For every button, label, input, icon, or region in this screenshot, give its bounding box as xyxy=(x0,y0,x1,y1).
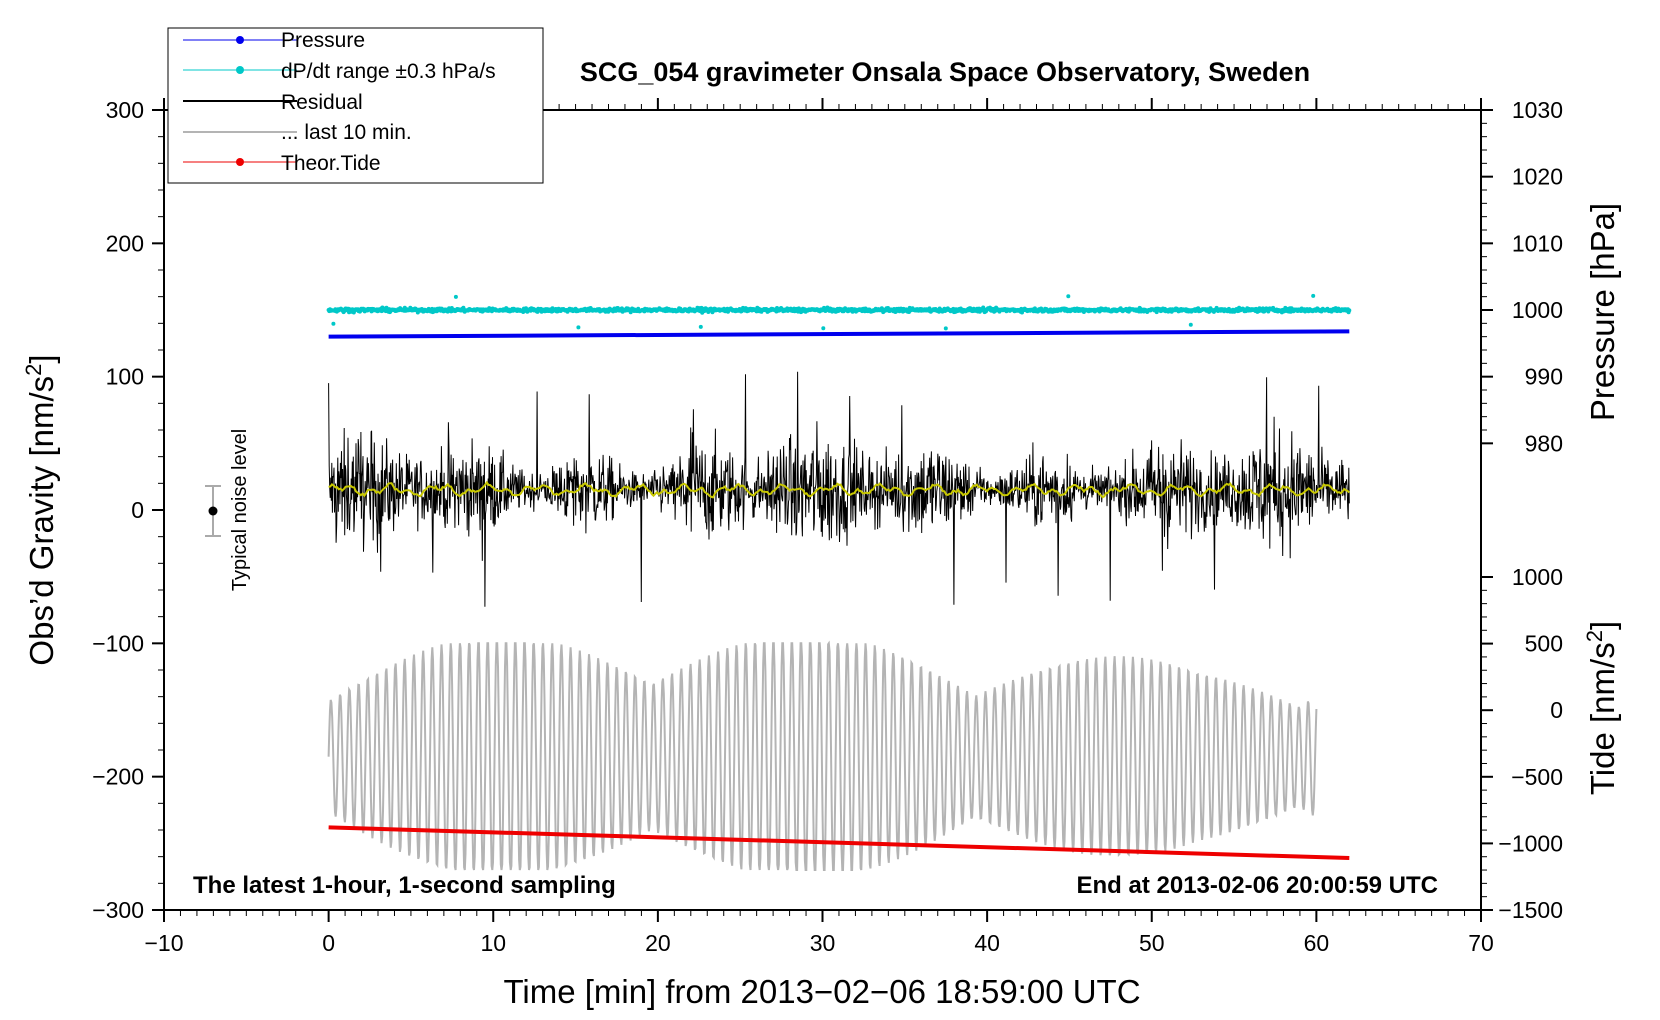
legend-label-dpdt: dP/dt range ±0.3 hPa/s xyxy=(281,60,496,83)
x-tick-label: 30 xyxy=(810,930,836,956)
pressure-tick-label: 1010 xyxy=(1512,230,1563,256)
series-residual xyxy=(328,371,1350,607)
y-tick-label: 300 xyxy=(106,97,144,123)
series-last-10-min xyxy=(327,640,1318,871)
legend-label-tide: Theor.Tide xyxy=(281,152,381,175)
dpdt-point xyxy=(1154,310,1159,315)
y-tick-label: 200 xyxy=(106,230,144,256)
y-axis-title-left-sup: 2 xyxy=(21,364,46,376)
data-layer xyxy=(326,293,1352,871)
dpdt-point xyxy=(453,294,458,299)
x-tick-label: 10 xyxy=(480,930,506,956)
chart-title: SCG_054 gravimeter Onsala Space Observat… xyxy=(580,57,1310,87)
ticks-layer: −10 0 10 20 30 40 50 60 70−300−200−1000100200300… xyxy=(92,97,1563,956)
legend-box xyxy=(167,27,544,184)
y-tick-label: 100 xyxy=(106,364,144,390)
y-axis-title-tide-end: ] xyxy=(1584,621,1621,630)
noise-level-marker: Typical noise level xyxy=(205,429,251,591)
tide-tick-label: −500 xyxy=(1511,764,1563,790)
y-axis-title-pressure: Pressure [hPa] xyxy=(1584,203,1621,421)
dpdt-point xyxy=(821,326,826,331)
series-pressure xyxy=(328,329,1350,339)
pressure-tick-label: 980 xyxy=(1525,430,1563,456)
x-tick-label: 0 xyxy=(322,930,335,956)
tide-tick-label: 0 xyxy=(1550,697,1563,723)
legend-label-last10: ... last 10 min. xyxy=(281,121,412,144)
dpdt-point xyxy=(331,321,336,326)
x-tick-label: 70 xyxy=(1468,930,1494,956)
x-tick-label: 60 xyxy=(1304,930,1330,956)
x-tick-label: 20 xyxy=(645,930,671,956)
dpdt-point xyxy=(576,325,581,330)
legend-label-pressure: Pressure xyxy=(281,29,365,52)
x-tick-label: −10 xyxy=(144,930,183,956)
x-tick-label: 40 xyxy=(974,930,1000,956)
dpdt-point xyxy=(1347,308,1352,313)
pressure-tick-label: 1000 xyxy=(1512,297,1563,323)
y-tick-label: 0 xyxy=(131,497,144,523)
noise-level-point xyxy=(208,506,218,516)
dpdt-point xyxy=(943,326,948,331)
tide-tick-label: −1000 xyxy=(1498,830,1563,856)
y-axis-title-tide: Tide [nm/s2] xyxy=(1582,621,1621,795)
tide-tick-label: −1500 xyxy=(1498,897,1563,923)
legend-label-residual: Residual xyxy=(281,91,363,114)
y-axis-title-left-end: ] xyxy=(23,354,60,363)
annotation-right: End at 2013-02-06 20:00:59 UTC xyxy=(1077,872,1439,899)
noise-level-label: Typical noise level xyxy=(229,429,251,591)
dpdt-point xyxy=(1066,294,1071,299)
dpdt-point xyxy=(698,324,703,329)
x-axis-title: Time [min] from 2013−02−06 18:59:00 UTC xyxy=(503,973,1140,1010)
dpdt-point xyxy=(1311,293,1316,298)
y-axis-title-left: Obs’d Gravity [nm/s2] xyxy=(21,354,60,665)
legend: Pressure dP/dt range ±0.3 hPa/s Residual… xyxy=(167,27,544,184)
y-tick-label: −200 xyxy=(92,764,144,790)
x-tick-label: 50 xyxy=(1139,930,1165,956)
y-axis-title-left-main: Obs’d Gravity [nm/s xyxy=(23,376,60,666)
tide-tick-label: 500 xyxy=(1525,631,1563,657)
annotation-left: The latest 1-hour, 1-second sampling xyxy=(193,872,616,899)
legend-marker-dpdt xyxy=(236,66,244,74)
dpdt-point xyxy=(1188,322,1193,327)
y-tick-label: −300 xyxy=(92,897,144,923)
legend-marker-tide xyxy=(236,158,244,166)
tide-tick-label: 1000 xyxy=(1512,564,1563,590)
pressure-tick-label: 990 xyxy=(1525,364,1563,390)
pressure-tick-label: 1030 xyxy=(1512,97,1563,123)
series-theor-tide xyxy=(328,825,1350,861)
y-tick-label: −100 xyxy=(92,630,144,656)
legend-marker-pressure xyxy=(236,36,244,44)
series-smoothed-residual xyxy=(328,480,1350,499)
y-axis-title-tide-main: Tide [nm/s xyxy=(1584,642,1621,795)
y-axis-title-tide-sup: 2 xyxy=(1582,630,1607,642)
pressure-tick-label: 1020 xyxy=(1512,164,1563,190)
